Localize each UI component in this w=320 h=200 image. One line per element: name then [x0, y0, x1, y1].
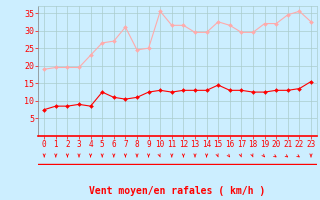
Text: Vent moyen/en rafales ( km/h ): Vent moyen/en rafales ( km/h ) — [90, 186, 266, 196]
